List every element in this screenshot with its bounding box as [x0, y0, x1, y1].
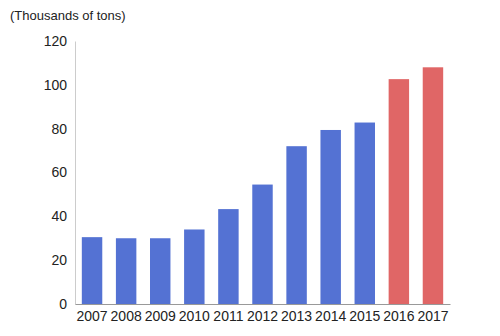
x-tick: 2013 [281, 304, 312, 324]
y-tick-label: 120 [44, 33, 68, 49]
y-axis-label: (Thousands of tons) [10, 8, 126, 23]
x-tick: 2009 [145, 304, 176, 324]
y-tick: 20 [51, 252, 75, 268]
bar [286, 146, 306, 304]
y-tick: 60 [51, 164, 75, 180]
y-axis: 0 20 40 60 80 100 120 [44, 33, 76, 312]
x-tick-label: 2013 [281, 308, 312, 324]
x-tick: 2016 [383, 304, 414, 324]
bar [423, 67, 443, 304]
y-tick-label: 0 [59, 296, 67, 312]
x-tick: 2010 [179, 304, 210, 324]
chart: 0204060801001202007200820092010201120122… [0, 0, 500, 336]
x-axis: 2007200820092010201120122013201420152016… [76, 304, 451, 324]
x-tick-label: 2014 [315, 308, 346, 324]
y-axis-line [75, 42, 76, 305]
x-tick-label: 2009 [145, 308, 176, 324]
x-tick-label: 2016 [383, 308, 414, 324]
x-tick: 2008 [111, 304, 142, 324]
x-tick-label: 2007 [76, 308, 107, 324]
x-tick: 2017 [417, 304, 448, 324]
bar [184, 229, 204, 304]
bar [320, 130, 340, 304]
x-tick: 2014 [315, 304, 346, 324]
bar [218, 209, 238, 304]
bar [355, 123, 375, 304]
y-tick: 100 [44, 77, 75, 93]
x-tick-label: 2015 [349, 308, 380, 324]
bar [150, 238, 170, 304]
bar [82, 237, 102, 304]
x-tick-label: 2012 [247, 308, 278, 324]
bars [82, 67, 443, 304]
y-tick-label: 60 [51, 164, 67, 180]
bar [389, 79, 409, 304]
y-tick: 80 [51, 121, 75, 137]
x-tick: 2011 [213, 304, 243, 324]
y-tick-label: 20 [51, 252, 67, 268]
x-tick-label: 2011 [213, 308, 243, 324]
y-tick: 0 [59, 296, 75, 312]
y-tick: 120 [44, 33, 75, 49]
y-tick-label: 80 [51, 121, 67, 137]
y-tick: 40 [51, 208, 75, 224]
x-axis-line [76, 304, 451, 305]
x-tick-label: 2008 [111, 308, 142, 324]
x-tick-label: 2017 [417, 308, 448, 324]
x-tick-label: 2010 [179, 308, 210, 324]
bar [116, 238, 136, 304]
x-tick: 2007 [76, 304, 107, 324]
y-tick-label: 40 [51, 208, 67, 224]
x-tick: 2012 [247, 304, 278, 324]
bar [252, 185, 272, 304]
x-tick: 2015 [349, 304, 380, 324]
y-tick-label: 100 [44, 77, 68, 93]
